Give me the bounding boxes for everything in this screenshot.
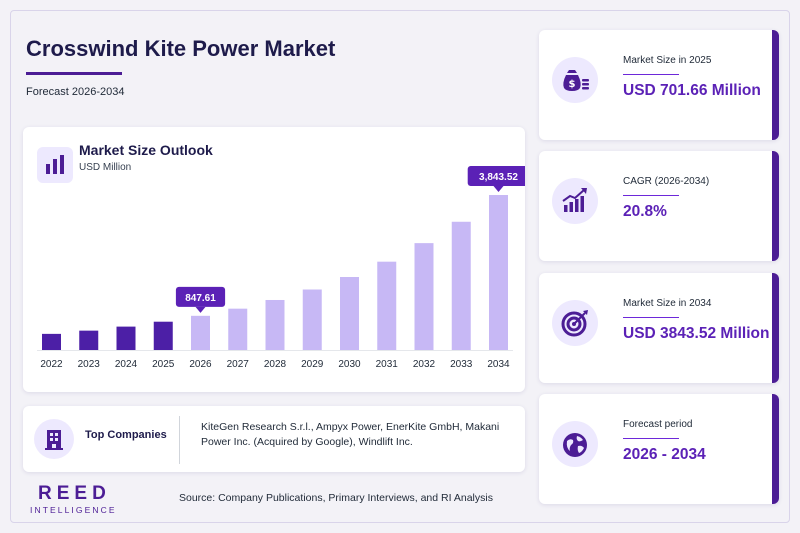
stat-value: 20.8% [623,203,667,220]
stat-label: Market Size in 2034 [623,298,712,309]
x-tick-label: 2022 [40,359,63,370]
x-tick-label: 2028 [264,359,287,370]
bar-2027 [228,308,248,350]
growth-chart-icon [552,178,598,224]
stat-divider [623,195,679,196]
companies-divider [179,416,180,464]
x-tick-label: 2025 [152,359,175,370]
x-tick-label: 2024 [115,359,138,370]
x-tick-label: 2029 [301,359,324,370]
globe-icon [552,421,598,467]
stat-card-market-size-2025: $ Market Size in 2025 USD 701.66 Million [539,30,779,140]
bar-2029 [302,289,322,350]
bar-2025 [153,321,173,350]
data-label-2026: 847.61 [175,286,226,313]
top-companies-label: Top Companies [85,429,167,441]
stat-card-forecast-period: Forecast period 2026 - 2034 [539,394,779,504]
stat-value: USD 3843.52 Million [623,325,770,342]
brand-tagline: INTELLIGENCE [30,505,117,515]
stat-card-market-size-2034: Market Size in 2034 USD 3843.52 Million [539,273,779,383]
market-size-chart-card: Market Size Outlook USD Million 2022 2023… [23,127,525,392]
bar-2030 [340,277,359,350]
bar-chart: 2022 2023 2024 2025 2026 2027 2028 2029 2030 2031… [37,166,525,370]
stat-divider [623,74,679,75]
page-subtitle: Forecast 2026-2034 [26,86,125,98]
money-bag-icon: $ [552,57,598,103]
bar-2023 [79,330,99,350]
brand-logo: REED [38,483,111,504]
svg-text:$: $ [569,79,576,90]
bar-2034 [489,195,508,350]
page-title: Crosswind Kite Power Market [26,36,336,61]
top-companies-list: KiteGen Research S.r.l., Ampyx Power, En… [201,421,500,448]
chart-unit: USD Million [79,162,132,173]
top-companies-card: Top Companies KiteGen Research S.r.l., A… [23,406,525,472]
bar-2033 [451,221,471,350]
bar-2028 [265,299,285,350]
stat-label: Market Size in 2025 [623,55,712,66]
x-tick-label: 2023 [78,359,101,370]
bar-chart-icon [37,147,73,183]
title-underline [26,72,122,75]
bar-2031 [377,261,397,350]
bar-2026 [191,315,210,350]
x-tick-label: 2030 [338,359,361,370]
x-tick-label: 2033 [450,359,473,370]
stat-card-cagr: CAGR (2026-2034) 20.8% [539,151,779,261]
svg-text:3,843.52: 3,843.52 [479,172,518,183]
x-tick-label: 2026 [189,359,212,370]
chart-title: Market Size Outlook [79,142,213,158]
x-tick-label: 2034 [487,359,510,370]
x-tick-label: 2032 [413,359,436,370]
x-tick-label: 2027 [227,359,250,370]
bar-2024 [116,326,136,350]
bar-2022 [42,333,61,350]
svg-text:847.61: 847.61 [185,293,216,304]
bar-2032 [414,243,434,350]
stat-value: USD 701.66 Million [623,82,761,99]
data-label-2034: 3,843.52 [467,166,525,192]
target-icon [552,300,598,346]
stat-label: CAGR (2026-2034) [623,176,710,187]
stat-divider [623,317,679,318]
stat-value: 2026 - 2034 [623,446,706,463]
building-icon [34,419,74,459]
stat-label: Forecast period [623,419,693,430]
x-tick-label: 2031 [376,359,399,370]
stat-divider [623,438,679,439]
source-note: Source: Company Publications, Primary In… [179,492,493,504]
